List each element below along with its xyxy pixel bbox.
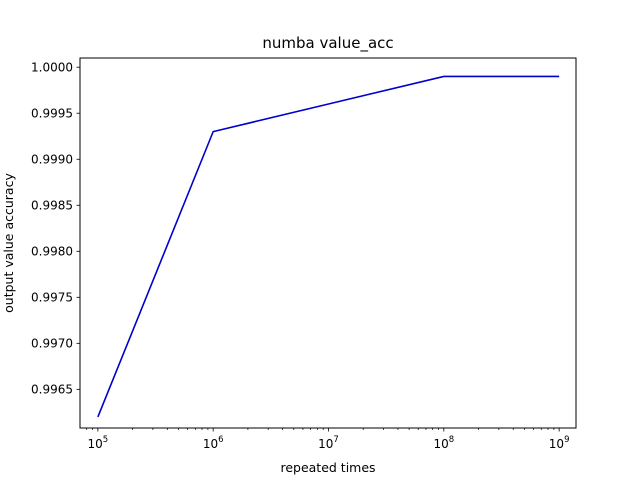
y-axis-label: output value accuracy xyxy=(1,173,16,313)
x-tick-label: 107 xyxy=(318,435,339,451)
y-tick-label: 0.9970 xyxy=(31,337,73,351)
y-axis: 0.9965 0.9970 0.9975 0.9980 0.9985 0.9990 0.99… xyxy=(31,61,80,397)
y-tick-label: 0.9980 xyxy=(31,245,73,259)
x-tick-label: 109 xyxy=(549,435,570,451)
x-axis-label: repeated times xyxy=(280,460,375,475)
y-tick-label: 0.9985 xyxy=(31,199,73,213)
y-tick-label: 0.9995 xyxy=(31,107,73,121)
y-tick-label: 0.9965 xyxy=(31,383,73,397)
y-tick-label: 1.0000 xyxy=(31,61,73,75)
y-tick-label: 0.9975 xyxy=(31,291,73,305)
chart-title: numba value_acc xyxy=(262,34,393,53)
plot-area-frame xyxy=(79,57,577,429)
x-tick-label: 106 xyxy=(203,435,224,451)
x-tick-label: 108 xyxy=(433,435,454,451)
x-tick-label: 105 xyxy=(88,435,109,451)
x-axis: 105 106 107 108 109 xyxy=(86,428,570,451)
y-tick-label: 0.9990 xyxy=(31,153,73,167)
